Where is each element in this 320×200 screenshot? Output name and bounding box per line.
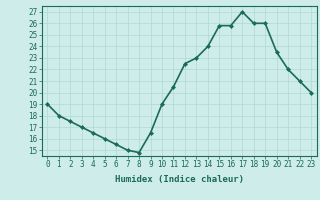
- X-axis label: Humidex (Indice chaleur): Humidex (Indice chaleur): [115, 175, 244, 184]
